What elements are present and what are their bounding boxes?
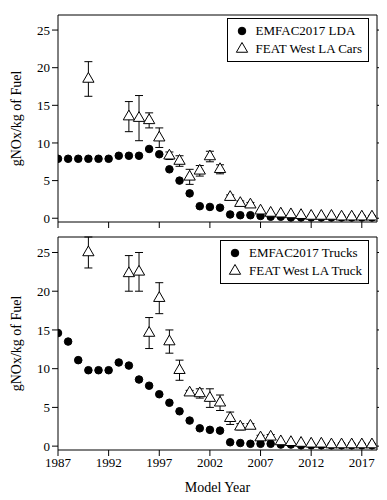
svg-text:10: 10 (37, 136, 50, 151)
svg-text:25: 25 (37, 23, 50, 38)
svg-text:10: 10 (37, 361, 50, 376)
svg-text:15: 15 (37, 323, 50, 338)
svg-text:2017: 2017 (349, 455, 376, 470)
svg-text:5: 5 (44, 400, 51, 415)
html-text:EMFAC2017 LDA: EMFAC2017 LDA (255, 23, 356, 38)
svg-text:2012: 2012 (298, 455, 324, 470)
svg-text:1987: 1987 (45, 455, 72, 470)
svg-text:20: 20 (37, 284, 50, 299)
html-text:FEAT West LA Truck: FEAT West LA Truck (249, 263, 362, 278)
svg-text:20: 20 (37, 60, 50, 75)
svg-text:1997: 1997 (146, 455, 173, 470)
html-text:EMFAC2017 Trucks: EMFAC2017 Trucks (249, 245, 358, 260)
svg-text:15: 15 (37, 98, 50, 113)
svg-text:25: 25 (37, 245, 50, 260)
svg-text:2002: 2002 (197, 455, 223, 470)
svg-text:Model Year: Model Year (185, 480, 251, 492)
svg-text:0: 0 (44, 211, 51, 226)
svg-text:2007: 2007 (248, 455, 275, 470)
svg-text:0: 0 (44, 439, 51, 454)
html-text:FEAT West LA Cars: FEAT West LA Cars (255, 41, 362, 56)
svg-text:5: 5 (44, 173, 51, 188)
svg-text:gNOx/kg of Fuel: gNOx/kg of Fuel (9, 71, 24, 167)
svg-text:gNOx/kg of Fuel: gNOx/kg of Fuel (9, 296, 24, 392)
svg-text:1992: 1992 (96, 455, 122, 470)
